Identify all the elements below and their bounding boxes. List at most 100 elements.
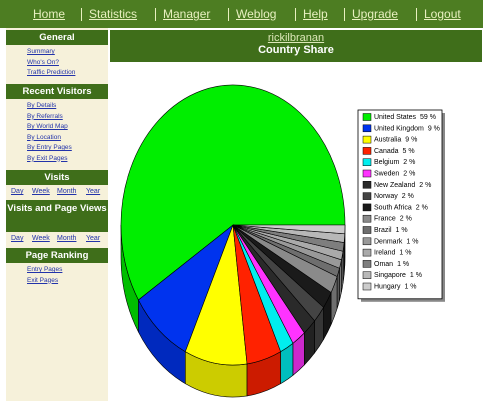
legend-label: Sweden 2 %: [374, 170, 415, 177]
nav-bar: Home Statistics Manager Weblog Help Upgrade Lo…: [0, 0, 483, 28]
sidebar: General Summary Who's On? Traffic Predictio…: [6, 28, 108, 401]
legend-swatch: [362, 181, 372, 189]
legend-value: 9 %: [428, 125, 440, 132]
legend-swatch: [362, 237, 372, 246]
legend-label: Belgium 2 %: [374, 159, 415, 166]
legend-name: Sweden: [374, 170, 399, 177]
nav-separator: [344, 8, 345, 21]
sidebar-link[interactable]: By Details: [27, 102, 57, 109]
legend-label: South Africa 2 %: [374, 204, 428, 211]
legend-name: Belgium: [374, 159, 399, 166]
pie-slice: [138, 224, 234, 353]
legend-label: France 2 %: [374, 216, 412, 223]
legend-label: Norway 2 %: [374, 193, 414, 200]
legend-value: 2 %: [402, 193, 414, 200]
legend-name: Oman: [374, 261, 393, 268]
legend-value: 2 %: [416, 204, 428, 211]
legend-value: 9 %: [405, 136, 417, 143]
legend-value: 1 %: [397, 261, 409, 268]
sidebar-link[interactable]: Year: [86, 235, 101, 242]
sidebar-link[interactable]: Day: [11, 188, 24, 195]
sidebar-link[interactable]: Summary: [27, 48, 55, 55]
pie-slice: [120, 84, 346, 301]
legend-swatch: [362, 135, 372, 144]
section-header: Page Ranking: [6, 248, 108, 263]
sidebar-link[interactable]: By World Map: [27, 123, 68, 130]
nav-link[interactable]: Weblog: [236, 7, 277, 21]
legend-value: 1 %: [410, 272, 422, 279]
sidebar-link[interactable]: Week: [32, 235, 50, 242]
section-header: Recent Visitors: [6, 84, 108, 99]
sidebar-link[interactable]: Week: [32, 188, 50, 195]
nav-link[interactable]: Help: [303, 7, 328, 21]
legend-value: 1 %: [399, 249, 411, 256]
legend-name: United States: [374, 114, 417, 121]
sidebar-link[interactable]: Day: [11, 235, 24, 242]
nav-link[interactable]: Manager: [163, 7, 211, 21]
legend-label: Oman 1 %: [374, 261, 409, 268]
legend-swatch: [362, 169, 372, 178]
legend-name: United Kingdom: [374, 125, 424, 132]
legend-value: 2 %: [419, 182, 431, 189]
legend-swatch: [362, 192, 372, 200]
legend-value: 2 %: [403, 170, 415, 177]
legend-name: France: [374, 216, 396, 223]
nav-link[interactable]: Upgrade: [352, 7, 399, 21]
legend-label: Denmark 1 %: [374, 238, 418, 245]
legend-swatch: [362, 158, 372, 166]
nav-link[interactable]: Statistics: [89, 7, 138, 21]
sidebar-link[interactable]: Exit Pages: [27, 276, 59, 284]
legend-name: Canada: [374, 148, 399, 155]
legend-value: 1 %: [404, 283, 416, 290]
legend-swatch: [362, 226, 372, 234]
sidebar-link[interactable]: By Location: [27, 133, 61, 141]
nav-separator: [155, 8, 156, 21]
nav-separator: [295, 8, 296, 21]
legend-value: 1 %: [406, 238, 418, 245]
legend-name: Australia: [374, 136, 401, 143]
legend-name: South Africa: [374, 204, 412, 211]
legend-label: United Kingdom 9 %: [374, 125, 440, 132]
sidebar-link[interactable]: By Referrals: [27, 112, 63, 120]
legend-name: New Zealand: [374, 182, 415, 189]
legend-swatch: [362, 282, 372, 291]
legend-label: Australia 9 %: [374, 136, 417, 143]
sidebar-link[interactable]: Traffic Prediction: [27, 69, 76, 76]
legend-name: Ireland: [374, 249, 396, 256]
user-link[interactable]: rickilbranan: [267, 32, 325, 44]
nav-link[interactable]: Home: [33, 7, 66, 21]
legend-value: 2 %: [403, 159, 415, 166]
legend-label: Brazil 1 %: [374, 227, 408, 234]
nav-separator: [416, 8, 417, 21]
section-header: General: [6, 30, 108, 45]
pie-slice: [184, 224, 248, 366]
main-header: rickilbranan Country Share: [110, 30, 482, 62]
legend-label: Ireland 1 %: [374, 249, 411, 256]
nav-separator: [81, 8, 82, 21]
nav-link[interactable]: Logout: [424, 7, 461, 21]
legend-value: 5 %: [403, 148, 415, 155]
legend-swatch: [362, 248, 372, 257]
sidebar-link[interactable]: Who's On?: [27, 58, 59, 66]
sidebar-link[interactable]: By Entry Pages: [27, 144, 72, 151]
sidebar-link[interactable]: By Exit Pages: [27, 154, 68, 162]
legend-name: Denmark: [374, 238, 403, 245]
legend-swatch: [362, 203, 372, 212]
pie-slice: [232, 224, 346, 235]
section-header: Visits: [6, 170, 108, 185]
legend-label: Singapore 1 %: [374, 272, 422, 279]
legend-name: Brazil: [374, 227, 392, 234]
sidebar-link[interactable]: Year: [86, 188, 101, 195]
legend-value: 2 %: [400, 216, 412, 223]
sidebar-link[interactable]: Month: [57, 188, 77, 195]
legend-swatch: [362, 260, 372, 268]
sidebar-link[interactable]: Month: [57, 235, 77, 242]
legend-label: United States 59 %: [374, 114, 436, 121]
legend-name: Hungary: [374, 283, 401, 290]
chart-title: Country Share: [258, 44, 334, 56]
legend-value: 59 %: [420, 114, 436, 121]
legend-name: Norway: [374, 193, 398, 200]
sidebar-link[interactable]: Entry Pages: [27, 266, 63, 273]
